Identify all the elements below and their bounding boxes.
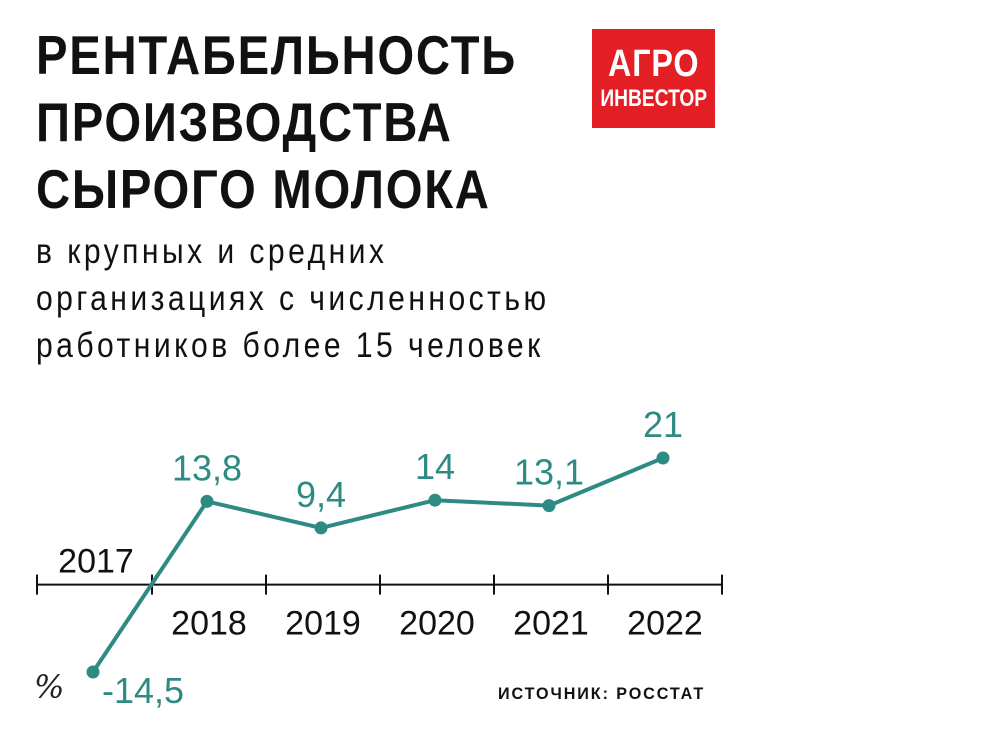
data-point [86, 665, 100, 679]
data-point [200, 494, 214, 508]
data-label: 9,4 [296, 474, 346, 515]
series-line [91, 456, 664, 674]
x-tick-label: 2019 [285, 605, 361, 643]
source-note: ИСТОЧНИК: РОССТАТ [498, 684, 706, 703]
title-line: РЕНТАБЕЛЬНОСТЬ [36, 24, 517, 86]
x-tick-label: 2022 [627, 605, 703, 643]
data-label: 14 [415, 446, 455, 487]
subtitle-line: организациях с численностью [36, 279, 550, 318]
logo-line: ИНВЕСТОР [600, 84, 707, 112]
data-label: 13,1 [514, 452, 584, 493]
series-line-group [91, 456, 664, 674]
data-point [542, 499, 556, 513]
data-point [428, 493, 442, 507]
data-label: 13,8 [172, 447, 242, 488]
data-labels: -14,5 13,8 9,4 14 13,1 21 [102, 404, 683, 711]
data-point [656, 451, 670, 465]
logo-line: АГРО [607, 42, 700, 85]
data-point [314, 521, 328, 535]
data-label: -14,5 [102, 670, 184, 711]
data-points [86, 451, 670, 679]
x-axis: 2017 2018 2019 2020 2021 2022 [36, 543, 723, 643]
unit-label: % [34, 668, 65, 706]
title-line: СЫРОГО МОЛОКА [36, 158, 491, 220]
x-tick-label: 2018 [171, 605, 247, 643]
chart-title: РЕНТАБЕЛЬНОСТЬ ПРОИЗВОДСТВА СЫРОГО МОЛОК… [36, 22, 517, 223]
x-tick-label: 2020 [399, 605, 475, 643]
chart-subtitle: в крупных и средних организациях с числе… [36, 228, 550, 369]
agroinvestor-logo: АГРО ИНВЕСТОР [592, 29, 715, 128]
title-line: ПРОИЗВОДСТВА [36, 91, 453, 153]
data-label: 21 [643, 404, 683, 445]
x-tick-label: 2021 [513, 605, 589, 643]
subtitle-line: в крупных и средних [36, 232, 388, 271]
subtitle-line: работников более 15 человек [36, 326, 544, 365]
x-tick-label: 2017 [58, 543, 134, 581]
